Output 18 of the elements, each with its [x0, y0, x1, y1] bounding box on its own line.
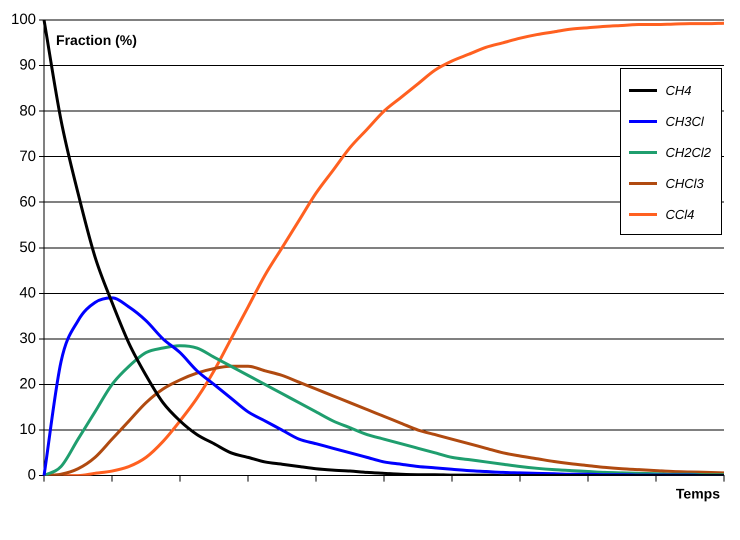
y-tick-label: 0	[28, 466, 36, 484]
y-tick-label: 80	[19, 102, 36, 120]
legend-label: CHCl3	[665, 176, 704, 191]
y-tick-label: 90	[19, 56, 36, 74]
legend-label: CH4	[665, 83, 692, 98]
x-axis-title: Temps	[676, 485, 720, 502]
legend-label: CH3Cl	[665, 114, 704, 129]
y-tick-label: 100	[10, 11, 36, 28]
legend-label: CCl4	[665, 207, 694, 222]
y-tick-label: 30	[19, 330, 36, 348]
y-axis-title: Fraction (%)	[56, 32, 137, 48]
y-tick-label: 20	[19, 376, 36, 393]
y-tick-label: 10	[19, 421, 36, 438]
legend-label: CH2Cl2	[665, 145, 711, 160]
y-tick-label: 50	[19, 238, 36, 256]
y-tick-label: 40	[19, 284, 36, 302]
y-tick-label: 60	[19, 193, 36, 210]
y-tick-label: 70	[19, 148, 36, 165]
